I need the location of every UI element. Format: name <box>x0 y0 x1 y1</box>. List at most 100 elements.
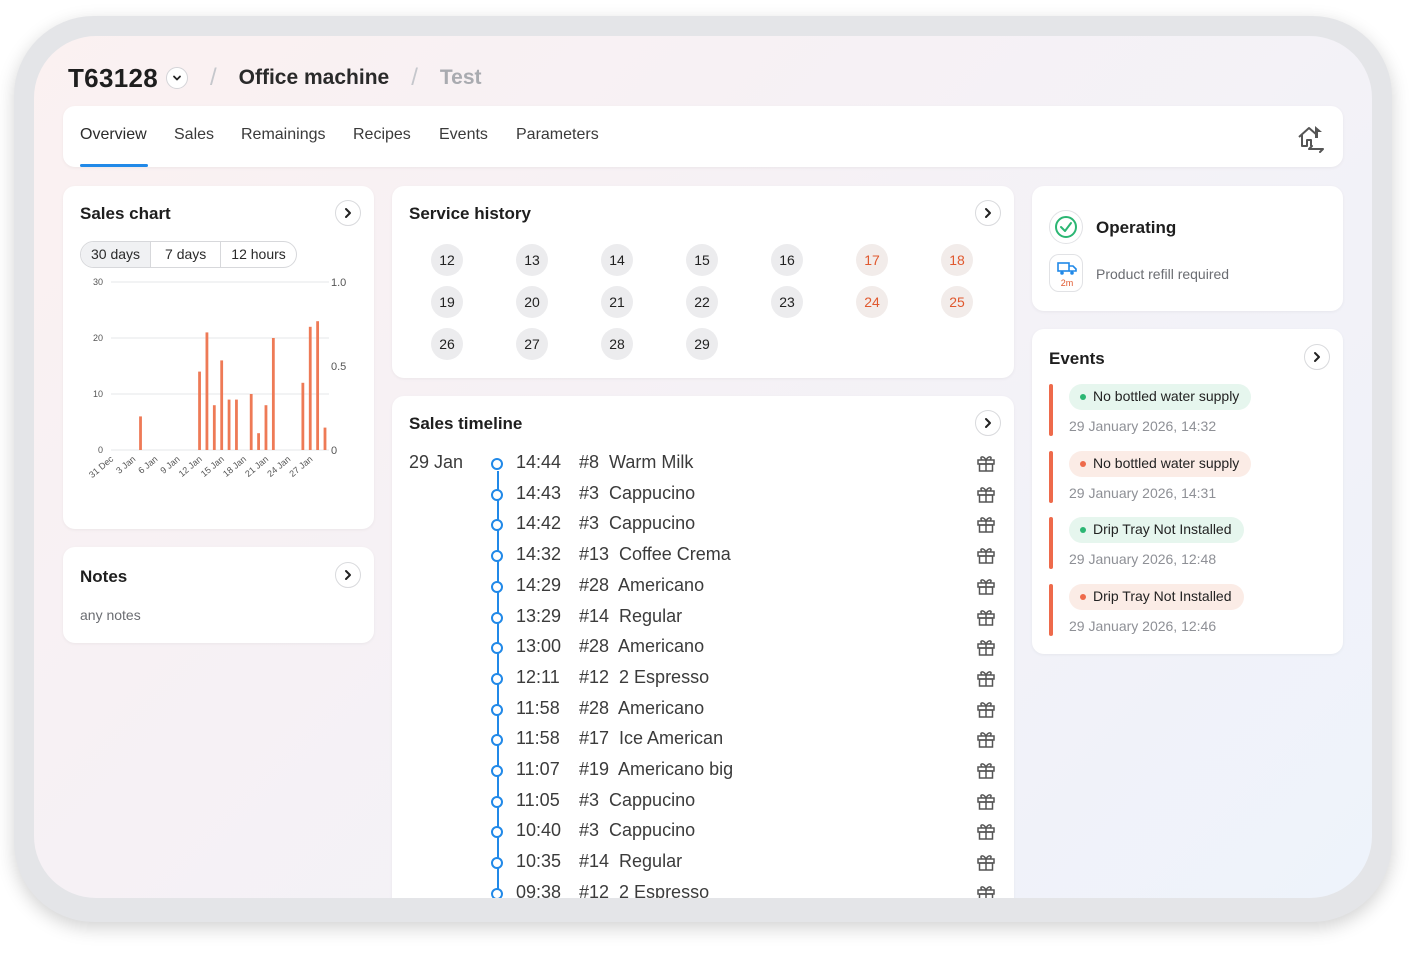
events-title: Events <box>1049 349 1105 368</box>
service-day[interactable]: 21 <box>601 286 633 318</box>
chart-bar[interactable] <box>139 416 142 450</box>
x-tick-label: 18 Jan <box>221 454 248 479</box>
service-day[interactable]: 15 <box>686 244 718 276</box>
notes-open-button[interactable] <box>335 562 361 588</box>
gift-icon[interactable] <box>976 822 996 841</box>
chart-bar[interactable] <box>198 371 201 450</box>
timeline-row[interactable]: 11:05 #3 Cappucino <box>409 790 995 820</box>
gift-icon[interactable] <box>976 792 996 810</box>
chart-bar[interactable] <box>316 321 320 450</box>
timeline-row[interactable]: 14:42 #3 Cappucino <box>409 513 995 543</box>
event-item[interactable]: Drip Tray Not Installed 29 January 2026, … <box>1049 583 1309 636</box>
event-status-dot <box>1080 527 1086 533</box>
chart-bar[interactable] <box>308 326 312 450</box>
timeline-row[interactable]: 13:29 #14 Regular <box>409 606 995 636</box>
range-30-days[interactable]: 30 days <box>81 242 152 267</box>
sale-product: #28 Americano <box>579 697 705 718</box>
chart-bar[interactable] <box>301 382 305 450</box>
sales-timeline-card: Sales timeline 29 Jan 14:44 #8 Warm Milk 14… <box>392 396 1014 898</box>
gift-icon[interactable] <box>976 669 996 687</box>
service-history-open-button[interactable] <box>975 200 1001 226</box>
service-day[interactable]: 20 <box>516 286 548 318</box>
chart-bar[interactable] <box>205 332 209 450</box>
event-badge: No bottled water supply <box>1069 450 1252 477</box>
x-tick-label: 3 Jan <box>114 454 137 476</box>
timeline-row[interactable]: 10:35 #14 Regular <box>409 851 995 881</box>
service-day[interactable]: 27 <box>516 328 548 360</box>
tab-recipes[interactable]: Recipes <box>353 126 411 143</box>
service-day[interactable]: 23 <box>771 286 803 318</box>
chart-bar[interactable] <box>257 433 260 450</box>
tab-overview[interactable]: Overview <box>80 126 147 143</box>
machine-name[interactable]: Office machine <box>238 66 390 89</box>
gift-icon[interactable] <box>976 577 996 595</box>
chart-bar[interactable] <box>235 399 238 450</box>
service-day[interactable]: 13 <box>516 244 548 276</box>
machine-group[interactable]: Test <box>439 66 482 89</box>
service-day[interactable]: 14 <box>601 244 633 276</box>
service-day[interactable]: 24 <box>856 286 888 318</box>
gift-icon[interactable] <box>976 761 996 779</box>
service-day[interactable]: 17 <box>856 244 888 276</box>
chart-bar[interactable] <box>212 405 216 450</box>
gift-icon[interactable] <box>976 638 996 656</box>
timeline-row[interactable]: 13:00 #28 Americano <box>409 636 995 666</box>
sale-time: 11:58 <box>516 728 560 749</box>
timeline-row[interactable]: 11:58 #17 Ice American <box>409 728 995 758</box>
chevron-right-icon <box>985 208 991 218</box>
service-day[interactable]: 16 <box>771 244 803 276</box>
event-item[interactable]: No bottled water supply 29 January 2026, … <box>1049 450 1309 503</box>
gift-icon[interactable] <box>976 546 996 564</box>
chart-bar[interactable] <box>264 405 268 450</box>
sales-chart-open-button[interactable] <box>335 200 361 226</box>
timeline-row[interactable]: 12:11 #12 2 Espresso <box>409 667 995 697</box>
service-day[interactable]: 22 <box>686 286 718 318</box>
event-severity-bar <box>1049 517 1053 569</box>
machine-select-chevron-icon[interactable] <box>165 67 188 89</box>
service-day[interactable]: 28 <box>601 328 633 360</box>
service-day[interactable]: 25 <box>941 286 973 318</box>
chart-bar[interactable] <box>227 399 231 450</box>
chevron-right-icon <box>985 418 991 428</box>
gift-icon[interactable] <box>976 608 996 626</box>
timeline-row[interactable]: 11:07 #19 Americano big <box>409 759 995 789</box>
service-day[interactable]: 29 <box>686 328 718 360</box>
timeline-row[interactable]: 11:58 #28 Americano <box>409 697 995 728</box>
timeline-row[interactable]: 14:32 #13 Coffee Crema <box>409 544 995 574</box>
gift-icon[interactable] <box>976 515 996 534</box>
event-item[interactable]: No bottled water supply 29 January 2026, … <box>1049 384 1309 436</box>
timeline-dot <box>491 488 503 501</box>
service-day[interactable]: 26 <box>431 328 463 360</box>
tab-remainings[interactable]: Remainings <box>241 126 326 143</box>
chart-bar[interactable] <box>271 338 275 450</box>
timeline-row[interactable]: 14:43 #3 Cappucino <box>409 483 995 513</box>
chart-bar[interactable] <box>249 394 253 450</box>
event-item[interactable]: Drip Tray Not Installed 29 January 2026, … <box>1049 517 1309 569</box>
gift-icon[interactable] <box>976 730 996 749</box>
service-day[interactable]: 12 <box>431 244 463 276</box>
range-12-hours[interactable]: 12 hours <box>231 246 286 262</box>
sale-product: #28 Americano <box>579 574 705 595</box>
events-open-button[interactable] <box>1304 344 1330 370</box>
range-7-days[interactable]: 7 days <box>151 242 222 267</box>
chart-bar[interactable] <box>323 427 327 450</box>
event-badge: No bottled water supply <box>1069 384 1252 410</box>
service-day[interactable]: 18 <box>941 244 973 276</box>
timeline-row[interactable]: 14:29 #28 Americano <box>409 574 995 605</box>
timeline-row[interactable]: 10:40 #3 Cappucino <box>409 820 995 850</box>
timeline-row[interactable]: 09:38 #12 2 Espresso <box>409 882 995 898</box>
timeline-row[interactable]: 29 Jan 14:44 #8 Warm Milk <box>409 452 995 482</box>
tab-parameters[interactable]: Parameters <box>516 126 599 143</box>
gift-icon[interactable] <box>976 485 996 503</box>
gift-icon[interactable] <box>976 884 996 898</box>
gift-icon[interactable] <box>976 853 996 871</box>
sales-timeline-open-button[interactable] <box>975 410 1001 436</box>
chart-bar[interactable] <box>220 360 224 450</box>
home-transfer-icon[interactable] <box>1295 122 1327 154</box>
gift-icon[interactable] <box>976 700 996 718</box>
service-day[interactable]: 19 <box>431 286 463 318</box>
gift-icon[interactable] <box>976 454 996 472</box>
tab-events[interactable]: Events <box>439 126 488 143</box>
tab-sales[interactable]: Sales <box>174 126 215 143</box>
